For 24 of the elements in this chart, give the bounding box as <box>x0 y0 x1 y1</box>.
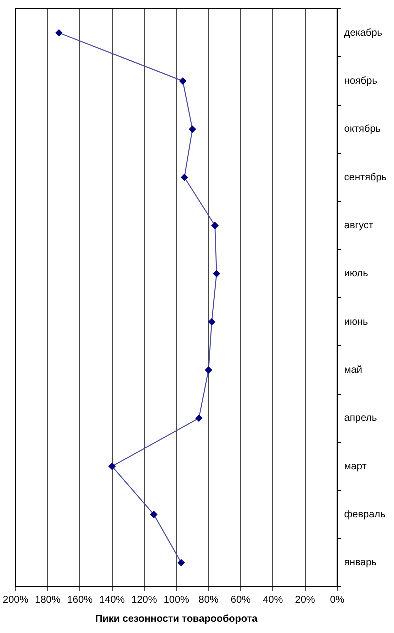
y-tick-label: февраль <box>344 510 386 520</box>
y-tick-label: декабрь <box>344 28 382 39</box>
x-tick-label: 80% <box>198 594 219 606</box>
y-tick-label: январь <box>344 558 377 569</box>
x-tick-label: 100% <box>164 594 190 606</box>
y-tick-label: август <box>344 220 374 232</box>
y-tick-label: март <box>344 461 368 472</box>
y-tick-label: октябрь <box>344 124 381 136</box>
x-tick-label: 20% <box>295 594 316 606</box>
y-tick-label: ноябрь <box>344 76 378 87</box>
x-tick-label: 60% <box>230 594 252 606</box>
y-tick-label: сентябрь <box>344 172 387 184</box>
x-tick-label: 0% <box>330 594 345 606</box>
x-axis-title: Пики сезонности товарооборота <box>96 614 258 625</box>
y-tick-label: июнь <box>344 316 368 328</box>
x-tick-label: 120% <box>132 594 158 606</box>
y-tick-label: июль <box>344 268 368 280</box>
x-tick-label: 180% <box>35 594 61 606</box>
x-tick-label: 40% <box>263 594 284 606</box>
y-tick-label: май <box>344 365 362 376</box>
x-tick-label: 140% <box>99 594 126 606</box>
x-tick-label: 160% <box>67 594 94 606</box>
x-tick-label: 200% <box>3 594 29 606</box>
y-tick-label: апрель <box>344 413 378 424</box>
